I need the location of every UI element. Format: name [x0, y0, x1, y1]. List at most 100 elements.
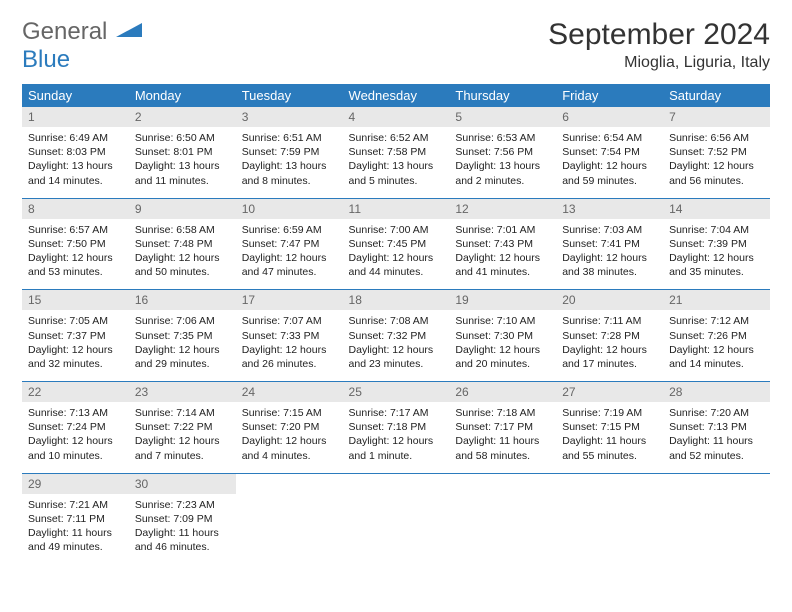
- day-ss: Sunset: 7:26 PM: [669, 329, 764, 343]
- day-header: Wednesday: [343, 84, 450, 107]
- day-d2: and 49 minutes.: [28, 540, 123, 554]
- day-ss: Sunset: 7:52 PM: [669, 145, 764, 159]
- day-detail-row: Sunrise: 7:21 AMSunset: 7:11 PMDaylight:…: [22, 494, 770, 565]
- day-detail: [556, 494, 663, 565]
- day-d1: Daylight: 12 hours: [349, 343, 444, 357]
- day-ss: Sunset: 7:56 PM: [455, 145, 550, 159]
- day-detail: Sunrise: 7:07 AMSunset: 7:33 PMDaylight:…: [236, 310, 343, 381]
- day-detail: Sunrise: 7:08 AMSunset: 7:32 PMDaylight:…: [343, 310, 450, 381]
- day-detail: Sunrise: 7:15 AMSunset: 7:20 PMDaylight:…: [236, 402, 343, 473]
- calendar-body: 1234567Sunrise: 6:49 AMSunset: 8:03 PMDa…: [22, 107, 770, 564]
- day-ss: Sunset: 7:22 PM: [135, 420, 230, 434]
- day-detail: Sunrise: 7:23 AMSunset: 7:09 PMDaylight:…: [129, 494, 236, 565]
- day-ss: Sunset: 7:35 PM: [135, 329, 230, 343]
- day-d1: Daylight: 12 hours: [135, 434, 230, 448]
- day-detail: Sunrise: 6:50 AMSunset: 8:01 PMDaylight:…: [129, 127, 236, 198]
- day-d2: and 38 minutes.: [562, 265, 657, 279]
- day-sr: Sunrise: 7:00 AM: [349, 223, 444, 237]
- day-d2: and 52 minutes.: [669, 449, 764, 463]
- day-number: 16: [129, 290, 236, 310]
- day-sr: Sunrise: 7:06 AM: [135, 314, 230, 328]
- day-number: [343, 474, 450, 494]
- day-detail: Sunrise: 6:59 AMSunset: 7:47 PMDaylight:…: [236, 219, 343, 290]
- header: General Blue September 2024 Mioglia, Lig…: [22, 18, 770, 74]
- day-sr: Sunrise: 7:15 AM: [242, 406, 337, 420]
- day-d1: Daylight: 12 hours: [669, 343, 764, 357]
- day-ss: Sunset: 7:37 PM: [28, 329, 123, 343]
- day-ss: Sunset: 7:58 PM: [349, 145, 444, 159]
- day-detail: Sunrise: 6:49 AMSunset: 8:03 PMDaylight:…: [22, 127, 129, 198]
- day-number: 4: [343, 107, 450, 127]
- day-header: Sunday: [22, 84, 129, 107]
- day-detail: Sunrise: 7:14 AMSunset: 7:22 PMDaylight:…: [129, 402, 236, 473]
- calendar-table: Sunday Monday Tuesday Wednesday Thursday…: [22, 84, 770, 564]
- day-d1: Daylight: 12 hours: [135, 251, 230, 265]
- day-number: [236, 474, 343, 494]
- day-d2: and 50 minutes.: [135, 265, 230, 279]
- day-ss: Sunset: 7:28 PM: [562, 329, 657, 343]
- day-sr: Sunrise: 6:52 AM: [349, 131, 444, 145]
- day-sr: Sunrise: 6:56 AM: [669, 131, 764, 145]
- day-ss: Sunset: 7:17 PM: [455, 420, 550, 434]
- day-sr: Sunrise: 7:23 AM: [135, 498, 230, 512]
- day-number: 12: [449, 199, 556, 219]
- day-header: Friday: [556, 84, 663, 107]
- day-sr: Sunrise: 7:10 AM: [455, 314, 550, 328]
- day-number: 13: [556, 199, 663, 219]
- day-number: 2: [129, 107, 236, 127]
- day-detail: Sunrise: 6:58 AMSunset: 7:48 PMDaylight:…: [129, 219, 236, 290]
- day-d2: and 46 minutes.: [135, 540, 230, 554]
- day-ss: Sunset: 7:45 PM: [349, 237, 444, 251]
- day-d2: and 41 minutes.: [455, 265, 550, 279]
- day-number: 10: [236, 199, 343, 219]
- day-ss: Sunset: 7:11 PM: [28, 512, 123, 526]
- day-ss: Sunset: 7:39 PM: [669, 237, 764, 251]
- day-d2: and 8 minutes.: [242, 174, 337, 188]
- day-ss: Sunset: 7:33 PM: [242, 329, 337, 343]
- day-number-row: 2930: [22, 474, 770, 494]
- day-d2: and 1 minute.: [349, 449, 444, 463]
- day-number: 9: [129, 199, 236, 219]
- day-detail: Sunrise: 7:20 AMSunset: 7:13 PMDaylight:…: [663, 402, 770, 473]
- day-ss: Sunset: 7:54 PM: [562, 145, 657, 159]
- day-number: 20: [556, 290, 663, 310]
- day-d1: Daylight: 12 hours: [669, 251, 764, 265]
- day-ss: Sunset: 7:32 PM: [349, 329, 444, 343]
- day-detail: Sunrise: 7:10 AMSunset: 7:30 PMDaylight:…: [449, 310, 556, 381]
- day-ss: Sunset: 7:18 PM: [349, 420, 444, 434]
- day-ss: Sunset: 7:30 PM: [455, 329, 550, 343]
- day-d1: Daylight: 12 hours: [28, 251, 123, 265]
- day-number: 26: [449, 382, 556, 402]
- day-detail: Sunrise: 7:03 AMSunset: 7:41 PMDaylight:…: [556, 219, 663, 290]
- day-d2: and 17 minutes.: [562, 357, 657, 371]
- day-number: 5: [449, 107, 556, 127]
- day-d2: and 20 minutes.: [455, 357, 550, 371]
- day-d1: Daylight: 12 hours: [455, 251, 550, 265]
- day-d1: Daylight: 12 hours: [562, 159, 657, 173]
- day-ss: Sunset: 7:15 PM: [562, 420, 657, 434]
- day-number: 14: [663, 199, 770, 219]
- day-d1: Daylight: 12 hours: [669, 159, 764, 173]
- day-detail: Sunrise: 7:12 AMSunset: 7:26 PMDaylight:…: [663, 310, 770, 381]
- day-number: [556, 474, 663, 494]
- day-sr: Sunrise: 6:50 AM: [135, 131, 230, 145]
- day-ss: Sunset: 7:47 PM: [242, 237, 337, 251]
- day-d2: and 23 minutes.: [349, 357, 444, 371]
- day-detail: [449, 494, 556, 565]
- day-d1: Daylight: 12 hours: [349, 251, 444, 265]
- day-ss: Sunset: 7:24 PM: [28, 420, 123, 434]
- day-d1: Daylight: 13 hours: [135, 159, 230, 173]
- day-number: [663, 474, 770, 494]
- day-number: 28: [663, 382, 770, 402]
- day-number: 8: [22, 199, 129, 219]
- day-d1: Daylight: 13 hours: [242, 159, 337, 173]
- day-number: 18: [343, 290, 450, 310]
- day-detail-row: Sunrise: 7:05 AMSunset: 7:37 PMDaylight:…: [22, 310, 770, 381]
- day-number: 19: [449, 290, 556, 310]
- day-d2: and 10 minutes.: [28, 449, 123, 463]
- day-header-row: Sunday Monday Tuesday Wednesday Thursday…: [22, 84, 770, 107]
- day-ss: Sunset: 7:09 PM: [135, 512, 230, 526]
- day-ss: Sunset: 7:50 PM: [28, 237, 123, 251]
- day-detail: Sunrise: 7:19 AMSunset: 7:15 PMDaylight:…: [556, 402, 663, 473]
- day-sr: Sunrise: 7:03 AM: [562, 223, 657, 237]
